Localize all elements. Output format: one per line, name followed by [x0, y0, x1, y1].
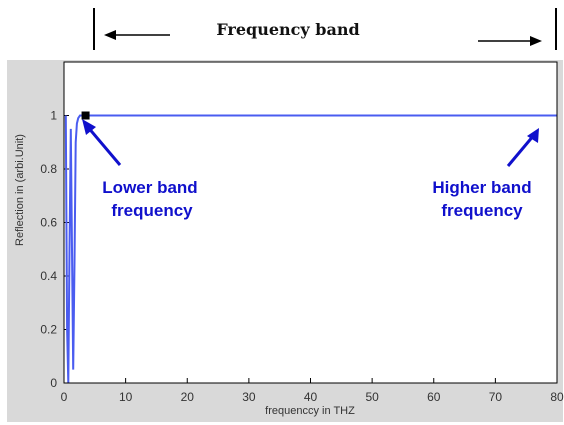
lower-band-label-line1: Lower band	[102, 178, 197, 197]
x-tick-label: 20	[181, 390, 195, 404]
x-tick-label: 80	[550, 390, 564, 404]
lower-band-arrow-head	[82, 119, 96, 135]
y-tick-label: 1	[50, 109, 57, 123]
higher-band-arrow-line	[506, 134, 536, 167]
series-layer	[64, 111, 557, 384]
x-tick-label: 50	[365, 390, 379, 404]
band-left-arrow-head	[104, 30, 116, 40]
lower-band-arrow-line	[85, 125, 122, 166]
series-line	[64, 114, 557, 384]
axis-ticks: 0 10 20 30 40 50 60 70 80 0 0.2 0.4 0.6 0.8 1	[40, 109, 564, 405]
x-tick-label: 60	[427, 390, 441, 404]
x-tick-label: 30	[242, 390, 256, 404]
x-axis-label: frequenccy in THZ	[265, 405, 355, 417]
band-right-arrow-head	[530, 36, 542, 46]
x-tick-label: 70	[489, 390, 503, 404]
y-axis-label: Reflection in (arbi.Unit)	[14, 134, 26, 246]
plot-frame	[63, 61, 558, 384]
higher-band-label-line1: Higher band	[432, 178, 531, 197]
y-tick-label: 0.8	[40, 162, 57, 176]
y-tick-label: 0	[50, 376, 57, 390]
lower-band-label-line2: frequency	[111, 201, 193, 220]
x-tick-label: 0	[61, 390, 68, 404]
plot-area	[64, 62, 557, 383]
higher-band-arrow-head	[527, 128, 539, 143]
x-tick-label: 10	[119, 390, 133, 404]
data-marker	[81, 111, 90, 120]
y-tick-label: 0.6	[40, 216, 57, 230]
y-tick-label: 0.2	[40, 323, 57, 337]
x-tick-label: 40	[304, 390, 318, 404]
higher-band-label-line2: frequency	[441, 201, 523, 220]
y-tick-label: 0.4	[40, 269, 57, 283]
band-title: Frequency band	[216, 20, 359, 39]
